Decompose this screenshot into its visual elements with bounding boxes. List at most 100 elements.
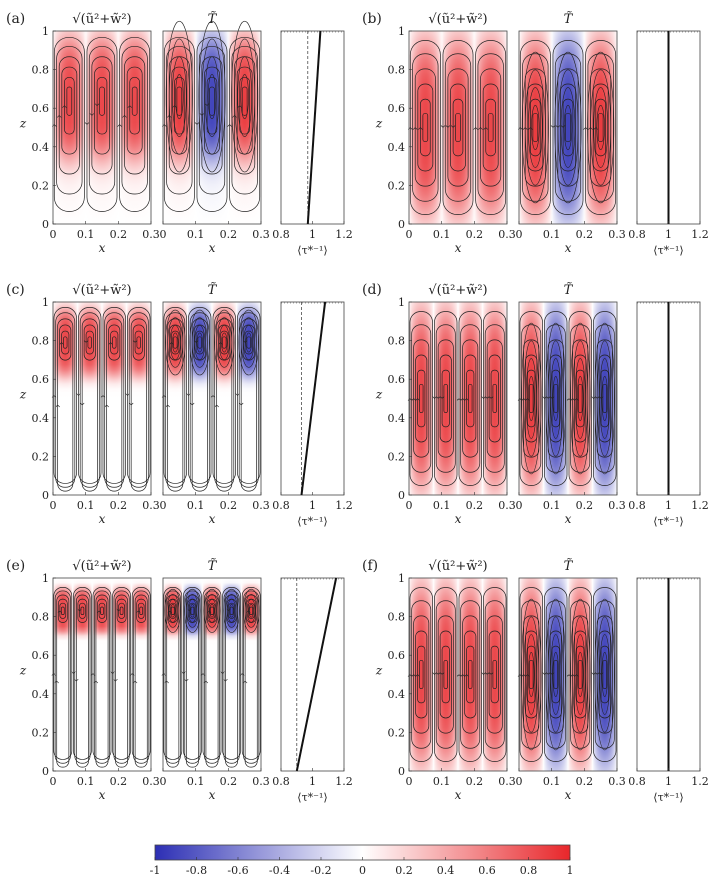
x-tick-label: 0.1 xyxy=(543,499,561,512)
z-tick-label: 0 xyxy=(42,765,49,778)
contour-line xyxy=(587,51,615,204)
x-tick-label: 0.2 xyxy=(466,775,484,788)
streamline xyxy=(435,324,456,473)
streamline xyxy=(578,383,583,414)
x-axis-label: x xyxy=(209,241,216,255)
flow-arrow xyxy=(549,396,555,399)
z-tick-label: 0.6 xyxy=(32,649,50,662)
streamline xyxy=(439,630,452,719)
flow-arrow xyxy=(169,342,174,345)
flow-arrow xyxy=(588,127,593,130)
axes-box xyxy=(408,30,508,225)
streamline xyxy=(417,83,434,172)
flow-arrow xyxy=(113,678,118,682)
flow-arrow xyxy=(550,125,556,128)
z-tick-label: 0.6 xyxy=(32,373,50,386)
temperature-title: T̃ xyxy=(564,558,574,574)
flow-arrow xyxy=(83,340,89,343)
streamline xyxy=(602,383,607,414)
x-tick-label: 0 xyxy=(516,775,523,788)
velocity-title: √(ũ²+w̃²) xyxy=(428,12,487,27)
streamline xyxy=(207,598,217,623)
z-tick-label: 1 xyxy=(398,572,405,585)
z-tick-label: 0.8 xyxy=(32,335,50,348)
x-tick-label: 0 xyxy=(406,228,413,241)
x-tick-label: 0.2 xyxy=(466,228,484,241)
streamline xyxy=(113,590,130,764)
streamline xyxy=(460,324,481,473)
streamline xyxy=(57,598,68,623)
flow-arrow xyxy=(117,124,122,127)
z-tick-label: 0.8 xyxy=(32,611,50,624)
z-axis-label: z xyxy=(19,117,27,131)
flow-arrow xyxy=(227,124,232,127)
flow-arrow xyxy=(598,672,604,675)
velocity-subplot: √(ũ²+w̃²) 0 0.1 0.2 0.3 0 0.2 0.4 0.6 0.8 1 x z xyxy=(19,283,160,526)
flow-arrow xyxy=(570,674,575,677)
streamline xyxy=(482,83,499,172)
x-tick-label: 0.2 xyxy=(110,499,128,512)
x-axis-label: x xyxy=(565,512,572,526)
flow-arrow xyxy=(545,672,551,675)
x-tick-label: 0.3 xyxy=(498,775,516,788)
streamline xyxy=(226,598,237,623)
streamline xyxy=(570,600,591,749)
x-tick-label: 0.1 xyxy=(187,228,205,241)
streamline xyxy=(236,66,253,155)
streamline xyxy=(66,86,73,116)
streamline xyxy=(553,383,558,414)
contour-line xyxy=(525,358,537,439)
tau-tick-label: 0.8 xyxy=(628,499,646,512)
velocity-subplot: √(ũ²+w̃²) 0 0.1 0.2 0.3 0 0.2 0.4 0.6 0.8 1 x z xyxy=(375,283,516,526)
z-tick-label: 0.4 xyxy=(388,412,406,425)
flow-arrow xyxy=(54,680,59,684)
x-axis-label: x xyxy=(455,788,462,802)
tau-tick-label: 1.2 xyxy=(335,499,353,512)
contour-line xyxy=(550,634,562,715)
velocity-field xyxy=(409,31,507,224)
streamline xyxy=(94,66,110,155)
x-axis-label: x xyxy=(455,241,462,255)
streamline xyxy=(549,354,562,443)
streamline xyxy=(166,46,193,195)
streamline xyxy=(560,83,576,172)
x-axis-label: x xyxy=(99,788,106,802)
contour-line xyxy=(196,332,203,353)
tau-tick-label: 1.2 xyxy=(691,775,708,788)
streamline xyxy=(126,66,143,155)
colorbar-tick-label: -0.6 xyxy=(227,864,248,877)
streamline xyxy=(60,606,65,615)
tau-subplot: 0.8 1 1.2 ⟨τ*⁻¹⟩ xyxy=(628,301,708,528)
velocity-field xyxy=(409,578,507,771)
velocity-field xyxy=(53,302,151,495)
streamline xyxy=(460,600,481,749)
z-tick-label: 0 xyxy=(42,489,49,502)
x-tick-label: 0 xyxy=(160,228,167,241)
z-axis-label: z xyxy=(19,388,27,402)
flow-arrow xyxy=(593,127,599,130)
velocity-title: √(ũ²+w̃²) xyxy=(428,283,487,298)
contour-line xyxy=(599,358,611,439)
temperature-subplot: T̃ 0 0.1 0.2 0.3 x xyxy=(160,558,270,802)
temperature-field xyxy=(163,31,261,224)
colorbar-tick-label: 0.4 xyxy=(437,864,455,877)
tau-subplot: 0.8 1 1.2 ⟨τ*⁻¹⟩ xyxy=(272,577,353,804)
contour-line xyxy=(552,651,559,697)
flow-arrow xyxy=(525,674,530,677)
flow-arrow xyxy=(545,396,551,399)
flow-arrow xyxy=(199,113,205,116)
flow-arrow xyxy=(481,396,486,399)
flow-arrow xyxy=(483,127,489,130)
streamline xyxy=(170,606,175,615)
flow-arrow xyxy=(445,125,451,128)
streamline xyxy=(121,46,148,195)
x-tick-label: 0.3 xyxy=(142,228,160,241)
streamline xyxy=(131,86,138,116)
flow-arrow xyxy=(542,396,547,399)
streamline xyxy=(184,590,201,764)
flow-arrow xyxy=(62,105,67,108)
x-tick-label: 0 xyxy=(516,228,523,241)
flow-arrow xyxy=(418,127,423,130)
streamline xyxy=(574,354,587,443)
flow-arrow xyxy=(542,672,547,675)
